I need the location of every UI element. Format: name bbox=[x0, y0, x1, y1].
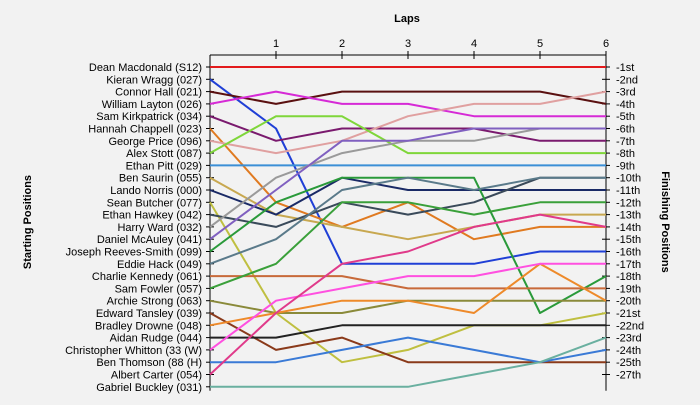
finishing-position-label: -21st bbox=[616, 308, 640, 320]
starting-position-label: Bradley Drowne (048) bbox=[95, 320, 202, 332]
starting-position-label: Hannah Chappell (023) bbox=[88, 124, 202, 136]
starting-position-label: Gabriel Buckley (031) bbox=[96, 382, 202, 394]
series-line bbox=[209, 90, 607, 155]
finishing-position-label: -15th bbox=[616, 234, 641, 246]
starting-position-label: Dean Macdonald (S12) bbox=[89, 62, 202, 74]
starting-position-label: Kieran Wragg (027) bbox=[106, 74, 202, 86]
starting-position-label: Ethan Pitt (029) bbox=[126, 160, 202, 172]
series-line bbox=[209, 115, 606, 155]
finishing-position-label: -25th bbox=[616, 357, 641, 369]
finishing-position-label: -14th bbox=[616, 222, 641, 234]
finishing-position-label: -8th bbox=[616, 148, 635, 160]
x-tick-label: 4 bbox=[471, 38, 477, 50]
x-tick-label: 1 bbox=[273, 38, 279, 50]
finishing-position-label: -20th bbox=[616, 296, 641, 308]
starting-position-label: Ethan Hawkey (042) bbox=[102, 210, 202, 222]
series-line bbox=[209, 176, 607, 314]
finishing-position-label: -5th bbox=[616, 111, 635, 123]
x-tick-label: 2 bbox=[339, 38, 345, 50]
finishing-position-label: -1st bbox=[616, 62, 634, 74]
series-line bbox=[209, 90, 606, 118]
starting-position-label: Eddie Hack (049) bbox=[117, 259, 202, 271]
starting-position-label: Edward Tansley (039) bbox=[96, 308, 202, 320]
series-lines bbox=[209, 66, 607, 388]
finishing-position-label: -6th bbox=[616, 124, 635, 136]
starting-position-label: William Layton (026) bbox=[102, 99, 202, 111]
finishing-position-label: -19th bbox=[616, 283, 641, 295]
axis-labels: 1 2 3 4 5 6 Dean Macdonald (S12)Kieran Wragg (… bbox=[65, 38, 644, 394]
series-line bbox=[210, 275, 606, 290]
x-axis-title: Laps bbox=[394, 13, 420, 25]
starting-position-label: Charlie Kennedy (061) bbox=[92, 271, 202, 283]
series-line bbox=[209, 78, 606, 265]
x-tick-label: 3 bbox=[405, 38, 411, 50]
series-line bbox=[209, 176, 606, 265]
starting-position-label: Daniel McAuley (041) bbox=[97, 234, 202, 246]
starting-position-label: Sam Fowler (057) bbox=[115, 283, 202, 295]
starting-position-label: Lando Norris (000) bbox=[110, 185, 202, 197]
series-line bbox=[209, 213, 607, 376]
finishing-position-label: -4th bbox=[616, 99, 635, 111]
finishing-position-label: -7th bbox=[616, 136, 635, 148]
x-tick-label: 6 bbox=[603, 38, 609, 50]
y-axis-title-left: Starting Positions bbox=[22, 175, 34, 269]
series-line bbox=[209, 90, 607, 105]
series-line bbox=[210, 324, 606, 339]
starting-position-label: Joseph Reeves-Smith (099) bbox=[66, 247, 202, 259]
starting-position-label: Alex Stott (087) bbox=[126, 148, 202, 160]
series-line bbox=[209, 201, 606, 290]
y-axis-title-right: Finishing Positions bbox=[659, 171, 671, 272]
finishing-position-label: -17th bbox=[616, 259, 641, 271]
finishing-position-label: -11th bbox=[616, 185, 640, 197]
starting-position-label: Harry Ward (032) bbox=[117, 222, 202, 234]
starting-position-label: Albert Carter (054) bbox=[111, 370, 202, 382]
finishing-position-label: -18th bbox=[616, 271, 641, 283]
finishing-position-label: -12th bbox=[616, 197, 641, 209]
series-line bbox=[209, 262, 606, 351]
finishing-position-label: -24th bbox=[616, 345, 641, 357]
series-line bbox=[209, 176, 606, 216]
starting-position-label: George Price (096) bbox=[108, 136, 202, 148]
starting-position-label: Aidan Rudge (044) bbox=[110, 333, 202, 345]
starting-position-label: Archie Strong (063) bbox=[107, 296, 202, 308]
finishing-position-label: -2nd bbox=[616, 74, 638, 86]
finishing-position-label: -16th bbox=[616, 247, 641, 259]
series-line bbox=[209, 127, 606, 241]
series-line bbox=[210, 336, 607, 388]
starting-position-label: Sean Butcher (077) bbox=[107, 197, 202, 209]
starting-position-label: Ben Saurin (055) bbox=[119, 173, 202, 185]
starting-position-label: Sam Kirkpatrick (034) bbox=[96, 111, 202, 123]
finishing-position-label: -3rd bbox=[616, 87, 636, 99]
finishing-position-label: -10th bbox=[616, 173, 641, 185]
starting-position-label: Connor Hall (021) bbox=[115, 87, 202, 99]
finishing-position-label: -23rd bbox=[616, 333, 642, 345]
starting-position-label: Christopher Whitton (33 (W) bbox=[65, 345, 202, 357]
series-line bbox=[209, 262, 607, 327]
finishing-position-label: -13th bbox=[616, 210, 641, 222]
finishing-position-label: -27th bbox=[616, 370, 641, 382]
finishing-position-label: -9th bbox=[616, 160, 635, 172]
finishing-position-label: -22nd bbox=[616, 320, 644, 332]
series-line bbox=[209, 115, 606, 142]
starting-position-label: Ben Thomson (88 (H) bbox=[96, 357, 202, 369]
x-tick-label: 5 bbox=[537, 38, 543, 50]
